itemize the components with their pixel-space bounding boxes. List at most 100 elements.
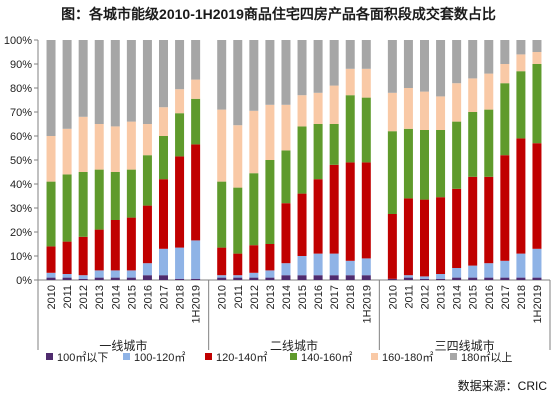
x-tick-label: 2011 [233,285,245,309]
bar-segment [62,40,72,129]
bar-segment [78,236,88,276]
bar-segment [126,270,136,278]
bar-segment [46,277,56,280]
bar-segment [403,128,413,199]
bar-segment [142,275,152,280]
bar-segment [500,83,510,156]
bar-segment [78,116,88,172]
bar-segment [265,270,275,278]
bar-segment [532,64,542,144]
bar-segment [94,277,104,280]
bar-segment [387,131,397,214]
bar-segment [313,179,323,254]
bar-segment [313,92,323,124]
bar-segment [532,52,542,64]
x-tick-label: 2018 [175,285,187,309]
bar-segment [110,220,120,271]
bar-segment [500,155,510,261]
bar-segment [126,40,136,122]
bar-segment [46,40,56,136]
legend-label: 100㎡以下 [57,351,108,364]
bar-segment [175,247,185,279]
bar-segment [217,247,227,276]
bar-segment [142,205,152,264]
bar-segment [191,278,201,280]
bar-segment [420,91,429,130]
x-tick-label: 2012 [420,285,432,309]
bar-segment [452,121,462,189]
bar-segment [46,181,56,247]
bar-segment [436,197,446,274]
x-tick-label: 2012 [249,285,261,309]
bar-segment [191,240,201,279]
bar-segment [468,277,478,280]
bar-segment [62,128,72,175]
bar-segment [159,275,168,280]
y-tick-label: 20% [10,227,32,239]
bar-segment [484,277,494,280]
bar-segment [175,113,185,157]
bar-segment [329,164,339,254]
legend-label: 120-140㎡ [216,351,267,364]
bar-segment [281,150,291,204]
x-tick-label: 2016 [484,285,496,309]
bar-segment [78,172,88,237]
bar-segment [329,85,339,124]
x-tick-label: 2018 [345,285,357,309]
y-tick-label: 30% [10,203,32,215]
bar-segment [94,169,104,230]
group-label: 三四线城市 [435,338,495,353]
bar-segment [297,193,307,256]
bar-segment [265,244,275,271]
bar-segment [217,40,227,110]
bar-segment [249,272,259,278]
x-tick-label: 2013 [94,285,106,309]
bar-segment [281,40,291,105]
chart-title: 图：各城市能级2010-1H2019商品住宅四房产品各面积段成交套数占比 [0,0,557,28]
x-tick-label: 2016 [142,285,154,309]
bar-segment [313,275,323,280]
y-tick-label: 40% [10,179,32,191]
bar-segment [313,124,323,180]
bar-segment [516,138,526,254]
legend-swatch [290,353,297,360]
legend-swatch [205,353,212,360]
bar-segment [361,40,371,69]
bar-segment [313,40,323,93]
bar-segment [110,277,120,280]
bar-segment [191,98,201,145]
legend-label: 140-160㎡ [301,351,352,364]
bar-segment [62,277,72,280]
x-tick-label: 2013 [265,285,277,309]
bar-segment [532,277,542,280]
bar-segment [345,260,355,276]
bar-segment [142,155,152,206]
x-tick-label: 2016 [313,285,325,309]
bar-segment [62,241,72,274]
x-tick-label: 1H2019 [191,285,203,324]
bar-segment [142,40,152,124]
bar-segment [329,275,339,280]
x-tick-label: 2014 [452,285,464,309]
bar-segment [175,278,185,280]
bar-segment [436,96,446,130]
bar-segment [387,214,397,279]
bar-segment [361,97,371,163]
x-tick-label: 2011 [62,285,74,309]
bar-segment [94,229,104,271]
x-tick-label: 2012 [78,285,90,309]
bar-segment [345,162,355,261]
bar-segment [484,176,494,264]
y-tick-label: 100% [4,35,32,47]
bar-segment [233,40,243,126]
bar-segment [452,83,462,122]
bar-segment [468,265,478,278]
x-tick-label: 2010 [217,285,229,309]
bar-segment [345,40,355,69]
bar-segment [281,263,291,276]
bar-segment [110,40,120,127]
bar-segment [420,40,429,92]
bar-segment [420,276,429,279]
bar-segment [436,130,446,198]
bar-segment [46,136,56,182]
